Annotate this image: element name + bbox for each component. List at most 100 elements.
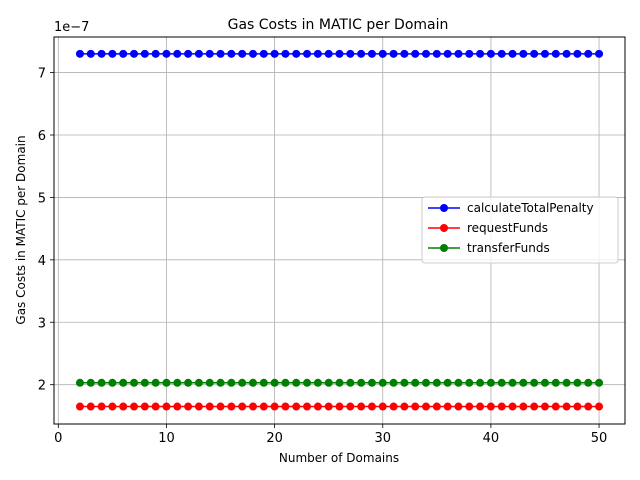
data-point — [205, 49, 214, 58]
data-point — [184, 378, 193, 387]
data-point — [259, 402, 268, 411]
data-point — [562, 402, 571, 411]
data-point — [486, 378, 495, 387]
data-point — [227, 49, 236, 58]
data-point — [422, 378, 431, 387]
x-axis-label: Number of Domains — [279, 451, 399, 465]
y-tick-label: 5 — [38, 191, 46, 206]
data-point — [411, 378, 420, 387]
data-point — [324, 378, 333, 387]
plot-frame — [53, 36, 626, 425]
data-point — [519, 49, 528, 58]
data-point — [97, 378, 106, 387]
legend-marker — [440, 204, 448, 212]
data-point — [303, 378, 312, 387]
data-point — [389, 402, 398, 411]
data-point — [562, 49, 571, 58]
data-point — [281, 49, 290, 58]
data-point — [238, 49, 247, 58]
series-transferFunds — [75, 378, 604, 387]
data-point — [389, 378, 398, 387]
data-point — [454, 378, 463, 387]
data-point — [313, 49, 322, 58]
data-point — [324, 402, 333, 411]
data-point — [519, 378, 528, 387]
chart-title: Gas Costs in MATIC per Domain — [228, 17, 449, 33]
data-point — [573, 49, 582, 58]
data-point — [411, 402, 420, 411]
data-point — [216, 402, 225, 411]
data-point — [367, 49, 376, 58]
data-point — [151, 49, 160, 58]
data-point — [86, 49, 95, 58]
data-point — [130, 378, 139, 387]
data-point — [335, 49, 344, 58]
data-point — [476, 402, 485, 411]
data-point — [367, 378, 376, 387]
data-point — [140, 378, 149, 387]
data-point — [248, 378, 257, 387]
data-point — [422, 49, 431, 58]
data-point — [75, 378, 84, 387]
data-point — [238, 402, 247, 411]
data-point — [162, 402, 171, 411]
data-point — [357, 49, 366, 58]
data-point — [335, 402, 344, 411]
data-point — [367, 402, 376, 411]
x-tick-label: 40 — [483, 431, 500, 446]
legend-marker — [440, 244, 448, 252]
data-point — [97, 49, 106, 58]
data-point — [173, 49, 182, 58]
data-point — [205, 402, 214, 411]
data-point — [270, 378, 279, 387]
data-point — [97, 402, 106, 411]
data-point — [573, 378, 582, 387]
legend-item: calculateTotalPenalty — [428, 201, 594, 215]
data-point — [108, 402, 117, 411]
data-point — [400, 49, 409, 58]
legend: calculateTotalPenalty requestFunds transfe… — [421, 196, 619, 264]
data-point — [108, 378, 117, 387]
data-point — [216, 378, 225, 387]
legend-marker — [440, 224, 448, 232]
data-point — [465, 49, 474, 58]
data-point — [443, 49, 452, 58]
data-point — [292, 402, 301, 411]
data-point — [508, 378, 517, 387]
data-point — [411, 49, 420, 58]
legend-item: requestFunds — [428, 221, 548, 235]
data-point — [497, 49, 506, 58]
legend-label: calculateTotalPenalty — [467, 201, 594, 215]
data-point — [454, 402, 463, 411]
data-point — [584, 378, 593, 387]
data-point — [324, 49, 333, 58]
data-point — [443, 402, 452, 411]
data-point — [562, 378, 571, 387]
data-point — [259, 378, 268, 387]
x-axis-ticks: 0 10 20 30 40 50 — [54, 424, 607, 446]
data-point — [346, 49, 355, 58]
data-point — [519, 402, 528, 411]
x-tick-label: 0 — [54, 431, 62, 446]
data-point — [443, 378, 452, 387]
y-tick-label: 7 — [38, 67, 46, 82]
data-point — [530, 378, 539, 387]
data-point — [400, 402, 409, 411]
data-point — [130, 49, 139, 58]
data-point — [357, 378, 366, 387]
data-point — [259, 49, 268, 58]
data-point — [422, 402, 431, 411]
data-point — [540, 378, 549, 387]
data-point — [595, 402, 604, 411]
data-point — [476, 378, 485, 387]
data-point — [540, 402, 549, 411]
data-point — [584, 49, 593, 58]
data-point — [486, 402, 495, 411]
data-point — [248, 402, 257, 411]
data-point — [119, 49, 128, 58]
data-point — [346, 378, 355, 387]
data-point — [378, 402, 387, 411]
data-point — [540, 49, 549, 58]
data-point — [86, 378, 95, 387]
data-point — [86, 402, 95, 411]
